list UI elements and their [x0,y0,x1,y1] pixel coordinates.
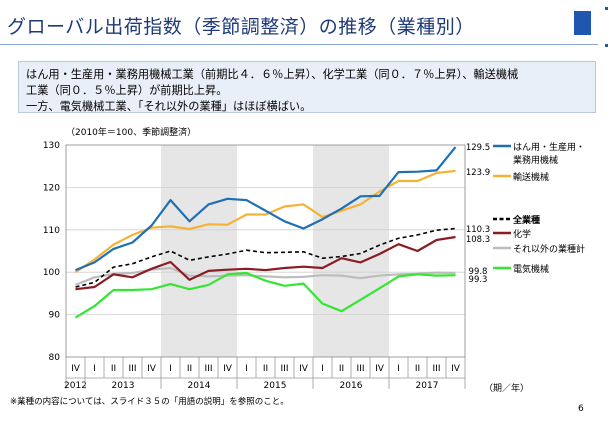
legend-label: 業務用機械 [513,154,558,166]
shaded-band [313,145,389,357]
y-tick-label: 100 [43,268,60,278]
series-line [75,146,457,272]
x-tick-label: II [187,364,192,374]
x-tick-label: I [245,364,248,374]
summary-line: 工業（同０．５％上昇）が前期比上昇。 [26,84,228,97]
x-tick-label: II [339,364,344,374]
x-tick-label: II [263,364,268,374]
summary-line: はん用・生産用・業務用機械工業（前期比４．６％上昇）、化学工業（同０．７％上昇）… [26,68,519,81]
year-label: 2014 [188,381,211,391]
footnote: ※業種の内容については、スライド３５の「用語の説明」を参照のこと。 [10,397,289,407]
base-note: （2010年＝100、季節調整済） [66,128,197,138]
series-line [75,235,456,291]
x-tick-label: IV [71,364,81,374]
end-value-label: 99.3 [469,275,488,285]
title-rule [0,44,598,45]
x-tick-label: III [205,364,213,374]
year-label: 2016 [340,381,363,391]
end-value-label: 110.3 [466,225,490,235]
x-tick-label: IV [299,364,309,374]
y-tick-label: 110 [43,226,60,236]
x-tick-label: III [281,364,289,374]
series-line [74,271,456,319]
summary-box: はん用・生産用・業務用機械工業（前期比４．６％上昇）、化学工業（同０．７％上昇）… [18,61,596,113]
shaded-band [161,145,237,357]
x-tick-label: II [415,364,420,374]
x-tick-label: IV [147,364,157,374]
year-label: 2012 [64,381,87,391]
legend-label: 全業種 [512,214,540,226]
y-tick-label: 90 [49,311,61,321]
x-tick-label: III [129,364,137,374]
x-tick-label: I [321,364,324,374]
legend-label: それ以外の業種計 [513,243,585,255]
x-tick-label: II [111,364,116,374]
legend-label: 輸送機械 [513,171,549,183]
end-value-label: 129.5 [466,143,490,153]
x-tick-label: I [169,364,172,374]
x-tick-label: IV [451,364,461,374]
x-tick-label: I [93,364,96,374]
series-line [74,169,456,274]
legend-label: 化学 [513,228,531,240]
summary-line: 一方、電気機械工業、「それ以外の業種」はほぼ横ばい。 [26,100,312,113]
legend-label: はん用・生産用・ [513,141,585,153]
legend-label: 電気機械 [513,263,549,275]
series-line [75,227,456,288]
slide-title: グローバル出荷指数（季節調整済）の推移（業種別） [7,16,475,38]
y-tick-label: 120 [43,183,60,193]
corner-dot [605,44,608,47]
period-unit: （期／年） [484,384,530,394]
y-tick-label: 80 [49,353,61,363]
corner-dot [605,7,608,10]
y-tick-label: 130 [43,141,60,151]
x-tick-label: I [397,364,400,374]
x-tick-label: III [433,364,441,374]
corner-decoration [574,11,591,35]
end-value-label: 108.3 [466,235,490,245]
x-tick-label: IV [223,364,233,374]
page-number: 6 [578,404,584,414]
series-line [75,266,456,286]
year-label: 2015 [264,381,287,391]
x-tick-label: III [357,364,365,374]
end-value-label: 123.9 [466,168,490,178]
year-label: 2013 [112,381,135,391]
end-value-label: 99.8 [469,267,488,277]
year-label: 2017 [416,381,439,391]
x-tick-label: IV [375,364,385,374]
plot-frame [65,144,466,358]
